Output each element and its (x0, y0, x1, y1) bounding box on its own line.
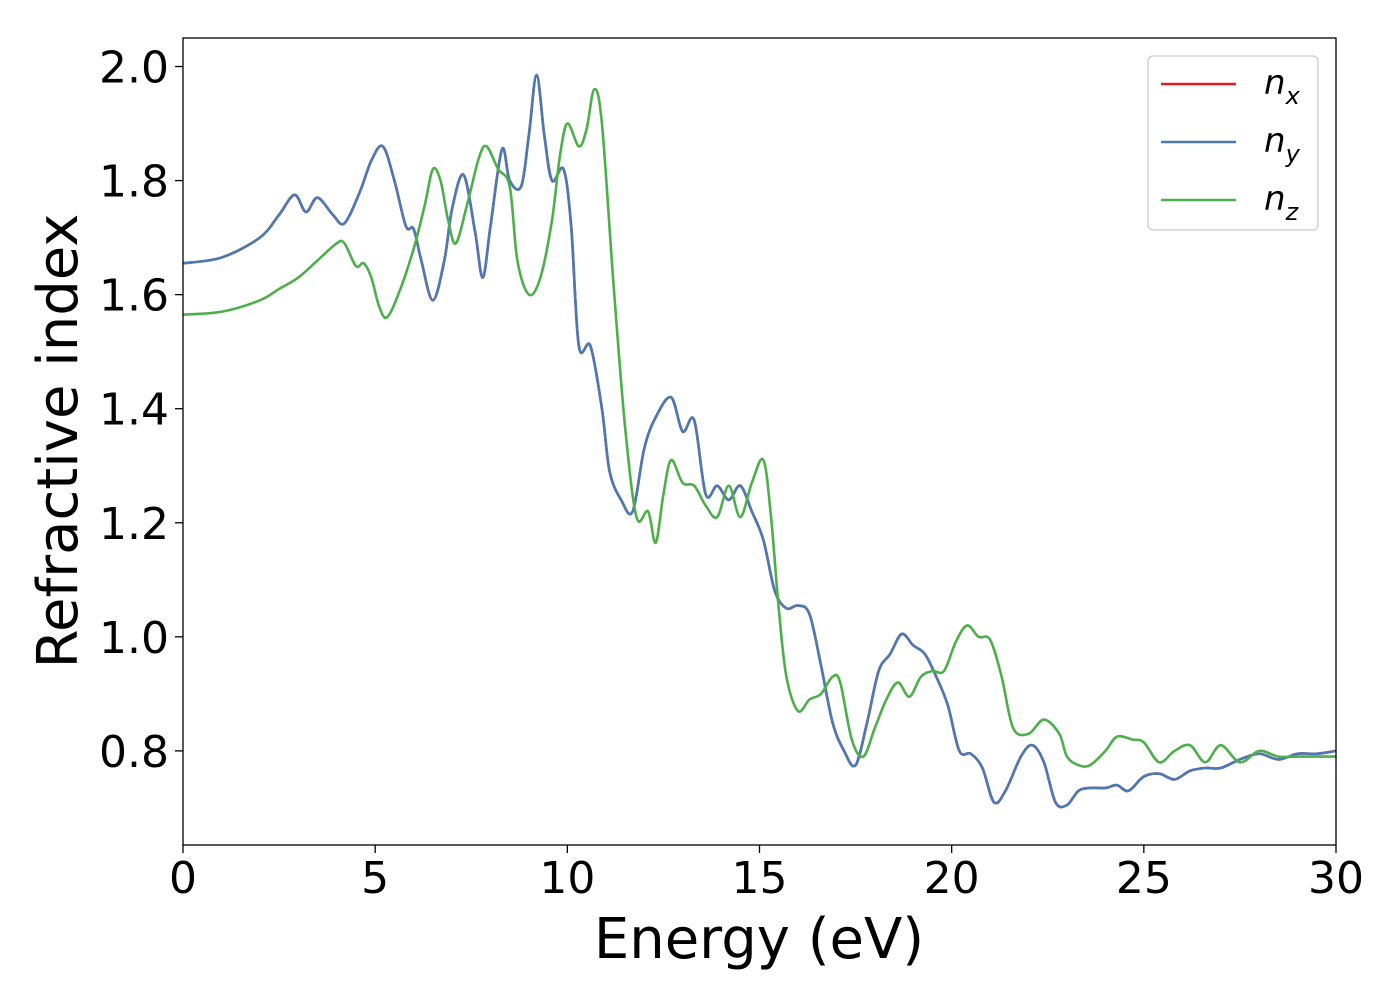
y-tick-label: 1.6 (99, 271, 169, 322)
y-axis-title: Refractive index (26, 214, 91, 669)
series-line-ny (182, 73, 1337, 809)
x-tick-label: 5 (361, 853, 389, 904)
y-tick-label: 1.0 (99, 613, 169, 664)
y-tick-label: 0.8 (99, 727, 169, 778)
x-tick-label: 25 (1116, 853, 1172, 904)
y-tick-label: 1.4 (99, 385, 169, 436)
plot-area-background (183, 38, 1336, 845)
x-tick-label: 30 (1308, 853, 1364, 904)
y-tick-label: 2.0 (99, 43, 169, 94)
x-axis-title: Energy (eV) (594, 907, 924, 972)
x-axis-ticks: 0 5 10 15 20 25 30 (169, 845, 1364, 904)
x-tick-label: 0 (169, 853, 197, 904)
series-layer (182, 73, 1337, 809)
y-tick-label: 1.2 (99, 499, 169, 550)
y-tick-label: 1.8 (99, 157, 169, 208)
x-tick-label: 20 (924, 853, 980, 904)
series-line-nz (182, 87, 1336, 768)
x-tick-label: 10 (539, 853, 595, 904)
x-tick-label: 15 (732, 853, 788, 904)
y-axis-ticks: 0.8 1.0 1.2 1.4 1.6 1.8 2.0 (99, 43, 183, 778)
